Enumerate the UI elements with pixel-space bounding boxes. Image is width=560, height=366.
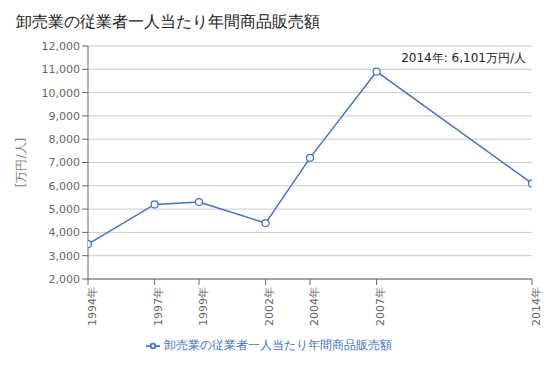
- svg-text:2014年: 2014年: [530, 287, 543, 326]
- svg-text:1997年: 1997年: [152, 287, 165, 326]
- svg-text:2004年: 2004年: [308, 287, 321, 326]
- svg-text:11,000: 11,000: [42, 63, 81, 76]
- svg-text:10,000: 10,000: [42, 87, 81, 100]
- svg-text:2002年: 2002年: [263, 287, 276, 326]
- svg-text:4,000: 4,000: [49, 226, 81, 239]
- svg-text:2,000: 2,000: [49, 273, 81, 286]
- svg-text:12,000: 12,000: [42, 40, 81, 53]
- svg-text:1999年: 1999年: [197, 287, 210, 326]
- html-text:2014年: 6,101万円/人: 2014年: 6,101万円/人: [401, 51, 526, 65]
- svg-text:5,000: 5,000: [49, 203, 81, 216]
- svg-text:7,000: 7,000: [49, 156, 81, 169]
- html-text:卸売業の従業者一人当たり年間商品販売額: 卸売業の従業者一人当たり年間商品販売額: [16, 12, 320, 31]
- svg-text:6,000: 6,000: [49, 180, 81, 193]
- svg-text:2007年: 2007年: [374, 287, 387, 326]
- svg-text:[万円/人]: [万円/人]: [14, 138, 28, 187]
- svg-text:9,000: 9,000: [49, 110, 81, 123]
- svg-text:1994年: 1994年: [86, 287, 99, 326]
- svg-text:8,000: 8,000: [49, 133, 81, 146]
- html-text:卸売業の従業者一人当たり年間商品販売額: 卸売業の従業者一人当たり年間商品販売額: [164, 338, 392, 352]
- svg-text:3,000: 3,000: [49, 250, 81, 263]
